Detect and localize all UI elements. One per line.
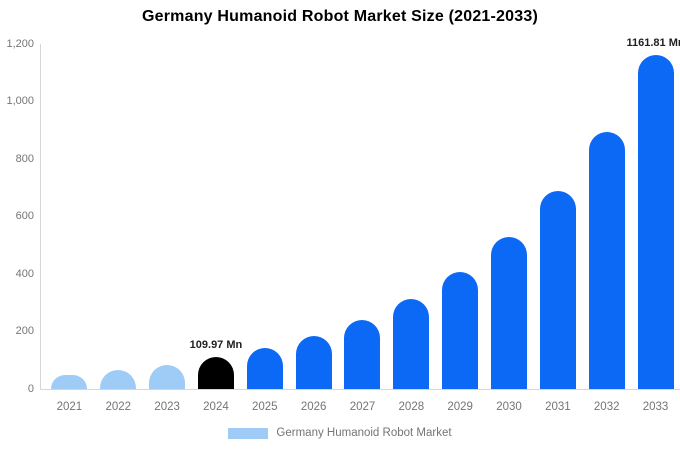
bar-column-2028: 2028: [387, 44, 436, 413]
bar-2025: [246, 348, 283, 389]
x-tick-label: 2021: [56, 401, 83, 413]
chart-title: Germany Humanoid Robot Market Size (2021…: [142, 8, 538, 25]
bar-column-2025: 2025: [240, 44, 289, 413]
x-tick-label: 2026: [300, 401, 327, 413]
bar-column-2024: 2024 109.97 Mn: [189, 44, 243, 413]
plot-area: 2021 2022 2023 2024 109.97 Mn 2025 2026 2027 202…: [40, 37, 680, 413]
x-tick-label: 2025: [252, 401, 278, 413]
legend-label: Germany Humanoid Robot Market: [276, 427, 452, 439]
bar-2027: [344, 320, 381, 389]
bar-2029: [442, 272, 479, 389]
x-tick-label: 2027: [349, 401, 376, 413]
y-tick-label: 600: [15, 210, 34, 222]
y-tick-label: 0: [27, 382, 34, 395]
bar-column-2023: 2023: [143, 44, 192, 413]
bar-2024: [197, 357, 234, 389]
bar-column-2021: 2021: [45, 44, 94, 413]
bar-2032: [588, 132, 625, 389]
x-tick-label: 2022: [105, 401, 132, 413]
bar-2031: [539, 191, 576, 389]
legend-swatch: [228, 427, 269, 439]
data-label-2024: 109.97 Mn: [189, 339, 243, 351]
bar-2022: [100, 370, 137, 389]
x-tick-label: 2030: [496, 401, 522, 413]
bar-column-2022: 2022: [94, 44, 143, 413]
bar-2033: [637, 55, 674, 389]
bar-column-2026: 2026: [289, 44, 338, 413]
x-tick-label: 2024: [203, 401, 229, 413]
bar-2026: [295, 336, 332, 389]
bar-2030: [491, 237, 528, 389]
x-tick-label: 2032: [593, 401, 620, 413]
x-tick-label: 2031: [545, 401, 571, 413]
x-tick-label: 2033: [642, 401, 669, 413]
y-tick-label: 200: [15, 325, 34, 337]
bar-2028: [393, 299, 430, 389]
bar-column-2029: 2029: [436, 44, 485, 413]
bar-column-2031: 2031: [533, 44, 582, 413]
y-tick-label: 1,200: [6, 37, 34, 50]
y-tick-label: 400: [15, 267, 34, 280]
bar-2021: [51, 375, 88, 389]
bar-column-2032: 2032: [582, 44, 631, 413]
data-label-2033: 1161.81 Mn: [626, 37, 680, 49]
bar-column-2027: 2027: [338, 44, 387, 413]
x-tick-label: 2028: [398, 401, 425, 413]
bars-container: 2021 2022 2023 2024 109.97 Mn 2025 2026 2027 202…: [45, 37, 680, 413]
legend-item[interactable]: Germany Humanoid Robot Market: [0, 425, 680, 441]
y-tick-label: 1,000: [6, 95, 34, 107]
bar-column-2030: 2030: [485, 44, 534, 413]
x-tick-label: 2023: [154, 401, 180, 413]
bar-column-2033: 2033 1161.81 Mn: [627, 37, 680, 413]
bar-2023: [149, 365, 186, 389]
y-tick-label: 800: [15, 152, 34, 165]
x-tick-label: 2029: [447, 401, 473, 413]
